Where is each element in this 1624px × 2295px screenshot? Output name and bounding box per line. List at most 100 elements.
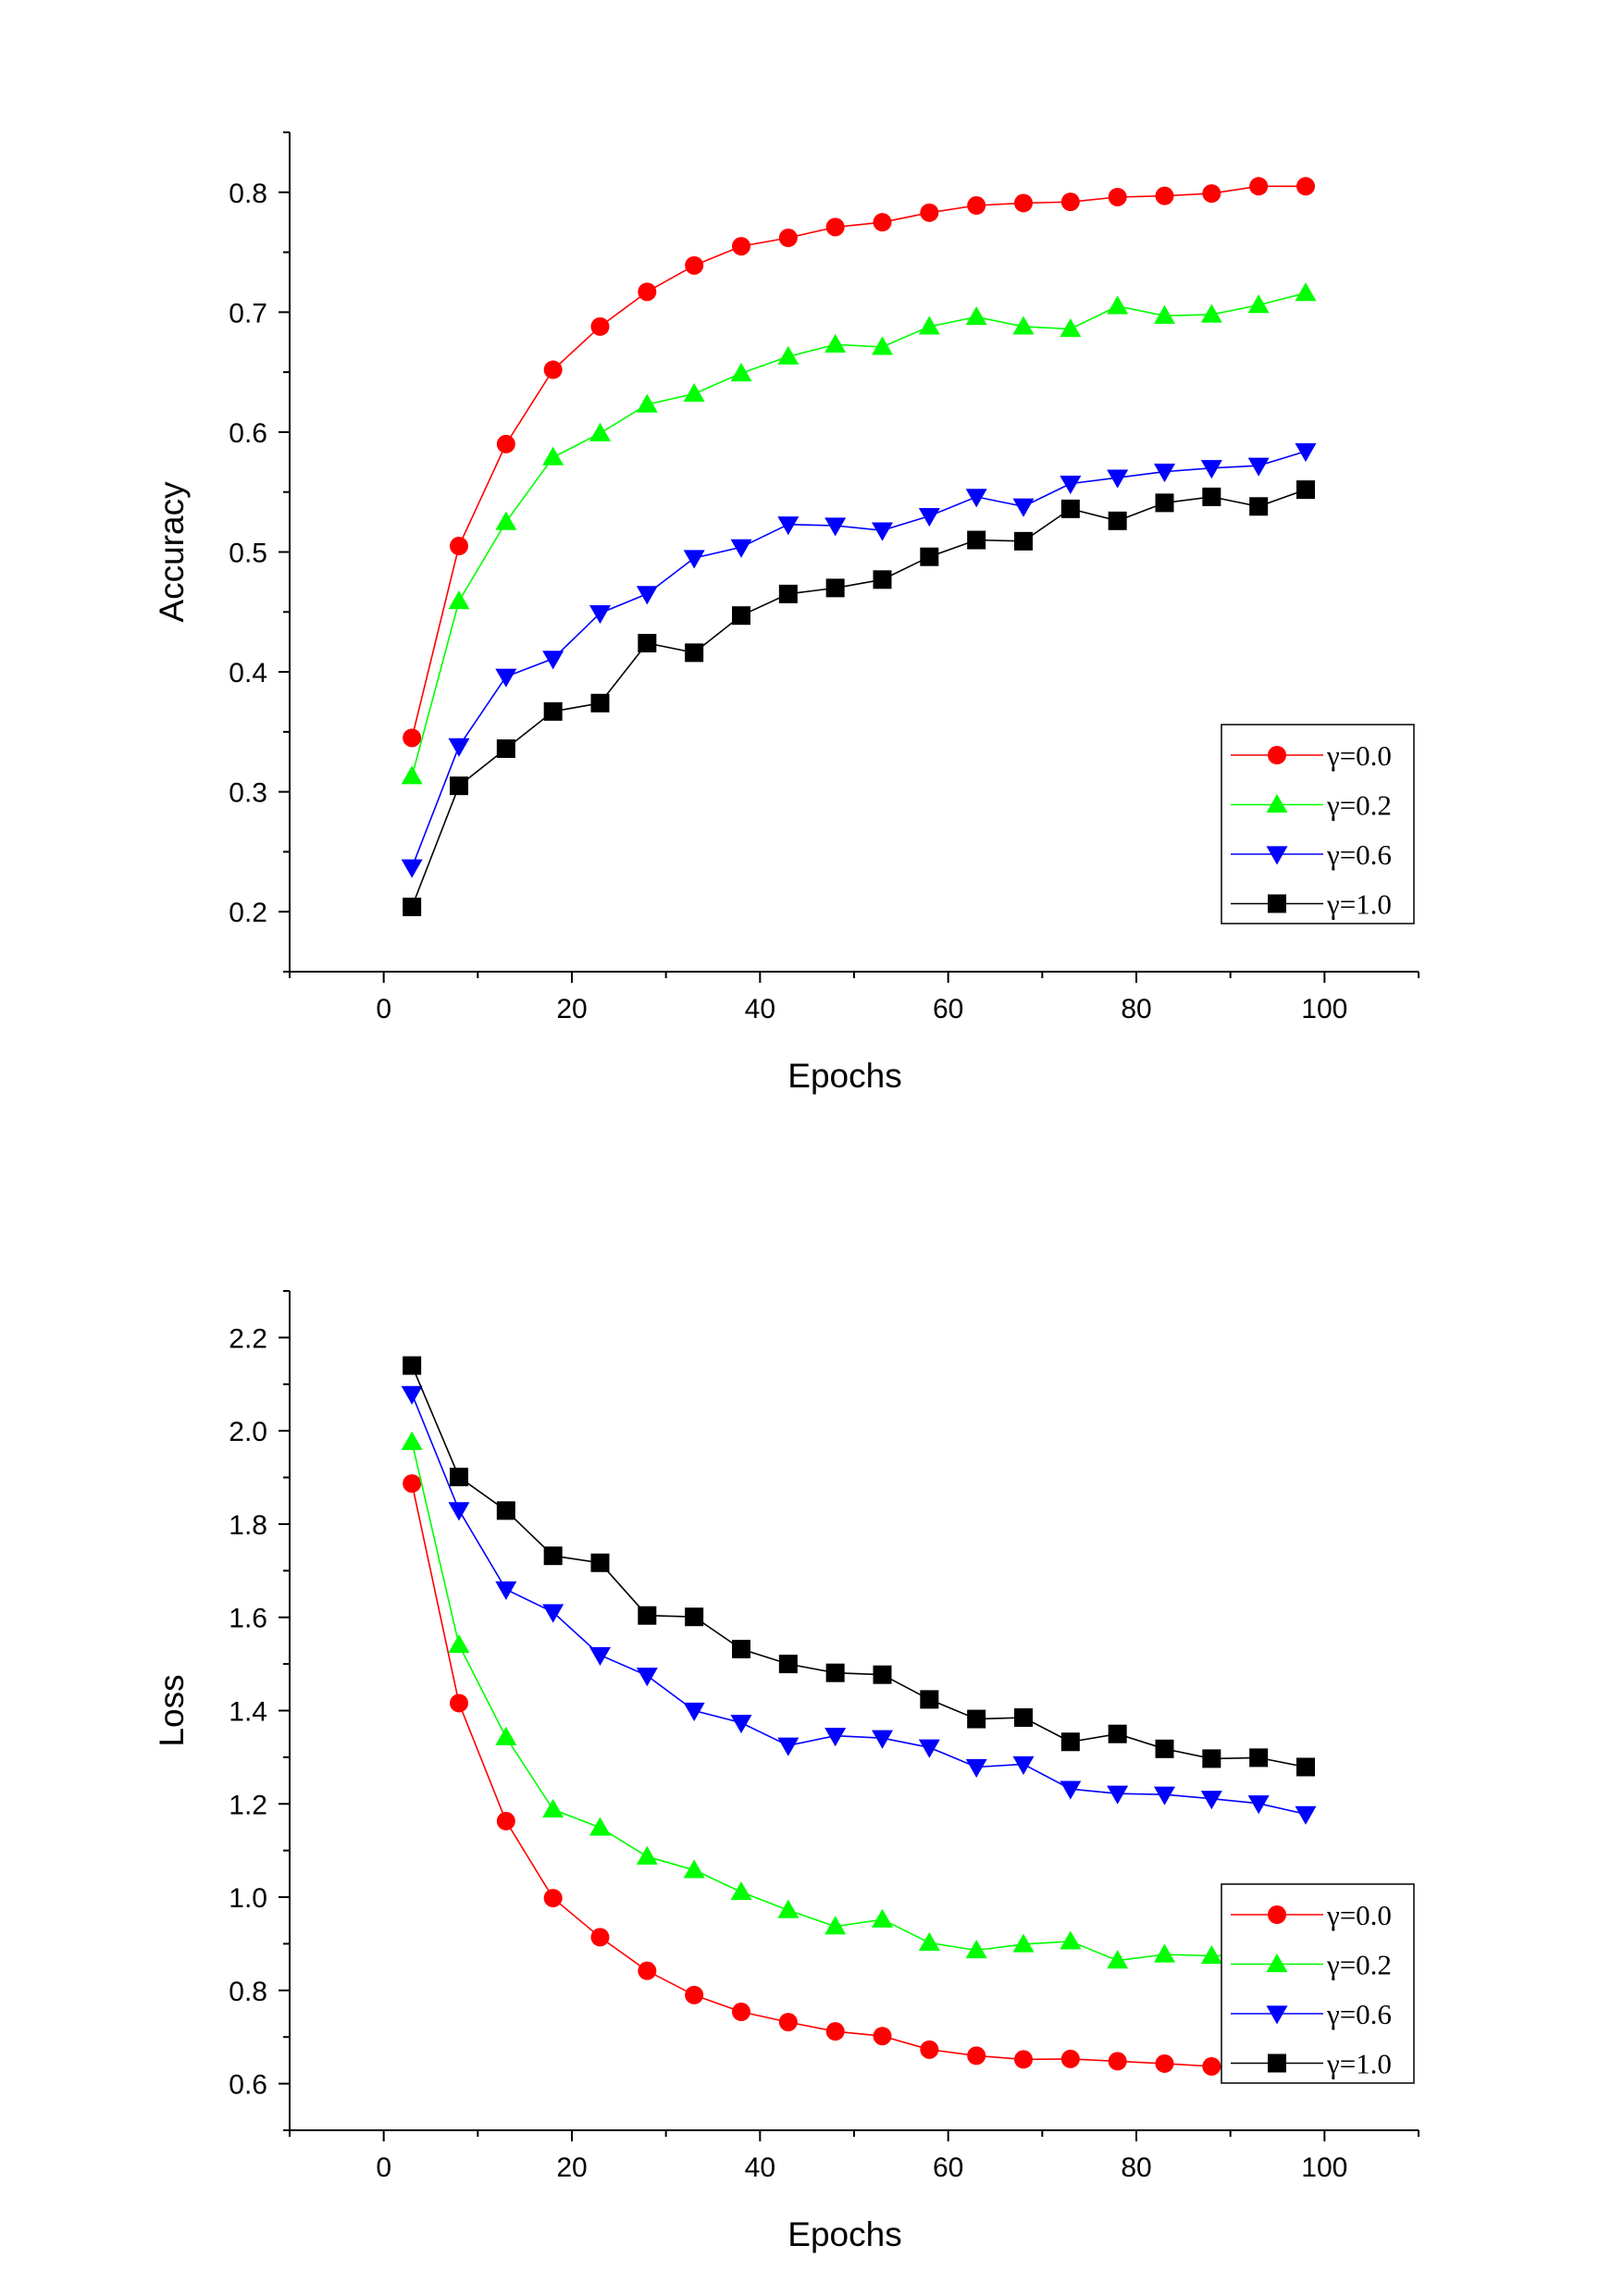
data-point (1060, 476, 1082, 495)
data-point (685, 643, 704, 663)
x-tick-label: 20 (556, 2152, 587, 2183)
data-point (1247, 294, 1270, 314)
legend-item: γ=0.0 (1231, 1899, 1392, 1931)
data-point (1014, 2050, 1033, 2069)
data-point (967, 196, 986, 216)
data-point (450, 1468, 468, 1487)
x-tick-label: 0 (376, 994, 391, 1024)
data-point (403, 898, 422, 917)
y-axis-title: Loss (153, 1674, 191, 1746)
legend-label: γ=1.0 (1326, 888, 1392, 921)
y-tick-label: 1.4 (229, 1697, 267, 1728)
data-point (920, 547, 939, 566)
data-point (1247, 457, 1270, 477)
data-point (542, 446, 564, 465)
data-point (401, 1431, 423, 1450)
data-point (1202, 487, 1221, 506)
y-tick-label: 0.3 (229, 778, 267, 809)
data-point (1249, 1748, 1269, 1768)
y-tick-label: 0.8 (229, 1977, 267, 2007)
data-point (1154, 1943, 1175, 1963)
data-point (777, 1737, 800, 1756)
data-point (732, 1639, 750, 1658)
data-point (872, 522, 893, 541)
data-point (1249, 497, 1269, 516)
data-point (965, 1939, 987, 1959)
accuracy-chart: 0 20 40 60 80 100 0.2 0.3 0.4 0.5 0.6 0.7 0.8 Epochs A… (153, 131, 1419, 1095)
data-point (967, 2046, 986, 2066)
data-point (1014, 193, 1033, 213)
data-point (918, 316, 940, 335)
data-point (1155, 1739, 1174, 1758)
data-point (450, 1693, 468, 1713)
data-point (1014, 1708, 1033, 1728)
legend-item: γ=0.6 (1231, 838, 1392, 871)
data-point (873, 213, 892, 232)
data-point (872, 1908, 893, 1928)
data-point (778, 1655, 798, 1674)
legend-item: γ=0.2 (1231, 789, 1392, 822)
data-point (543, 1889, 563, 1908)
data-point (777, 516, 800, 536)
x-tick-label: 100 (1301, 994, 1347, 1024)
series-line (411, 292, 1307, 777)
data-point (1012, 1755, 1035, 1775)
data-point (967, 1709, 986, 1729)
series-0 (403, 177, 1315, 748)
data-point (543, 1546, 563, 1566)
data-point (496, 434, 515, 453)
legend-label: γ=0.2 (1326, 789, 1392, 822)
data-point (918, 1739, 940, 1758)
legend-marker (1268, 1905, 1286, 1924)
data-point (683, 550, 705, 569)
legend-label: γ=0.6 (1326, 1998, 1392, 2030)
x-tick-label: 60 (933, 994, 963, 1024)
data-point (824, 517, 847, 537)
legend-marker (1266, 794, 1288, 813)
data-point (1060, 1930, 1082, 1950)
legend-label: γ=1.0 (1326, 2048, 1392, 2080)
series-0 (403, 1474, 1315, 2078)
data-point (778, 2013, 798, 2032)
axes: 0 20 40 60 80 100 0.6 0.8 1.0 1.2 1.4 1.6 1.8 2.0 2.2 E… (153, 1290, 1419, 2253)
y-tick-label: 1.0 (229, 1883, 267, 1914)
series-line (411, 489, 1307, 908)
y-tick-label: 0.6 (229, 418, 267, 449)
data-point (1295, 282, 1317, 302)
data-point (873, 1665, 892, 1684)
data-point (685, 1607, 704, 1627)
data-point (496, 738, 515, 758)
data-point (967, 530, 986, 550)
data-point (685, 255, 704, 275)
data-point (450, 776, 468, 796)
data-point (1108, 1724, 1127, 1743)
series-2 (401, 443, 1317, 878)
data-point (589, 604, 611, 625)
data-point (1296, 1757, 1315, 1777)
series-line (411, 1394, 1307, 1816)
data-point (590, 693, 610, 713)
data-point (638, 1606, 657, 1625)
y-tick-label: 0.4 (229, 658, 267, 688)
data-point (777, 1899, 800, 1918)
y-tick-label: 0.7 (229, 298, 267, 329)
data-point (589, 1646, 611, 1667)
series-1 (401, 282, 1317, 785)
x-tick-label: 80 (1121, 2152, 1151, 2183)
data-point (1249, 177, 1269, 196)
data-point (920, 1690, 939, 1709)
loss-chart: 0 20 40 60 80 100 0.6 0.8 1.0 1.2 1.4 1.6 1.8 2.0 2.2 E… (153, 1290, 1419, 2253)
data-point (543, 701, 563, 721)
data-point (638, 633, 657, 652)
data-point (495, 668, 517, 688)
series-2 (401, 1385, 1317, 1825)
data-point (872, 1730, 893, 1749)
data-point (1154, 304, 1175, 324)
data-point (825, 578, 845, 598)
x-tick-label: 40 (745, 994, 775, 1024)
data-point (1154, 1786, 1175, 1805)
data-point (730, 539, 752, 558)
data-point (542, 1604, 564, 1623)
data-point (496, 1811, 515, 1830)
